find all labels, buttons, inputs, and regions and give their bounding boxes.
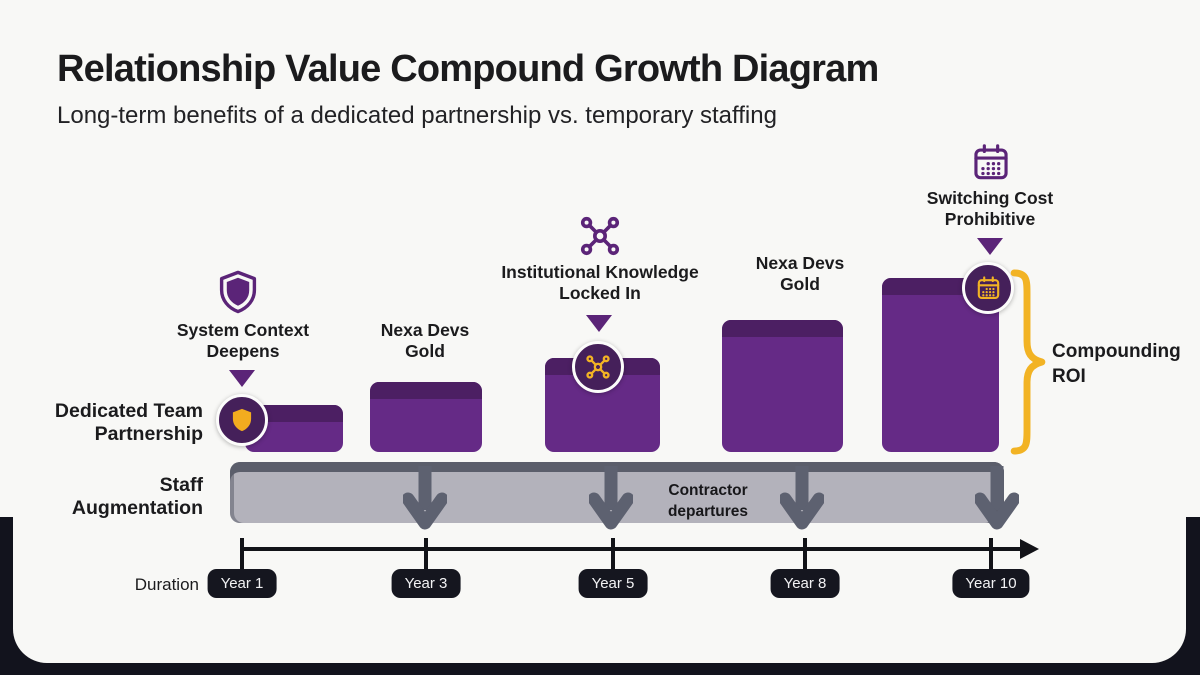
year-pill-5: Year 5 <box>578 569 648 598</box>
badge-calendar <box>962 262 1014 314</box>
departure-arrow-icon <box>589 466 633 530</box>
departure-arrow-icon <box>403 466 447 530</box>
bar-cap <box>245 405 343 422</box>
brace-bracket <box>1010 269 1046 455</box>
badge-network <box>572 341 624 393</box>
year-pill-10: Year 10 <box>952 569 1030 598</box>
pointer-arrow-year5 <box>586 315 612 332</box>
axis-label-duration: Duration <box>134 575 199 594</box>
year-pill-3: Year 3 <box>391 569 461 598</box>
milestone-label-year1: System Context Deepens <box>176 320 310 361</box>
milestone-label-year8: Nexa Devs Gold <box>755 253 845 294</box>
page-subtitle: Long-term benefits of a dedicated partne… <box>57 102 777 129</box>
track-label: Contractor departures <box>667 482 749 520</box>
series-label-partnership: Dedicated Team Partnership <box>54 400 203 445</box>
milestone-label-year10: Switching Cost Prohibitive <box>926 188 1054 229</box>
calendar-icon <box>974 144 1008 180</box>
timeline-axis <box>240 547 1022 551</box>
bar-cap <box>370 382 482 399</box>
bar-year-8 <box>722 320 843 452</box>
shield-icon <box>219 270 257 314</box>
year-pill-8: Year 8 <box>770 569 840 598</box>
network-gold-icon <box>586 355 610 379</box>
year-pill-1: Year 1 <box>207 569 277 598</box>
timeline-tick <box>989 538 993 571</box>
page-title: Relationship Value Compound Growth Diagr… <box>57 48 879 90</box>
departure-arrow-icon <box>780 466 824 530</box>
shield-gold-icon <box>232 408 252 432</box>
timeline-arrowhead-icon <box>1020 539 1039 559</box>
pointer-arrow-year10 <box>977 238 1003 255</box>
network-icon <box>580 216 620 256</box>
timeline-tick <box>240 538 244 571</box>
milestone-label-year3: Nexa Devs Gold <box>380 320 470 361</box>
pointer-arrow-year1 <box>229 370 255 387</box>
bar-year-3 <box>370 382 482 452</box>
timeline-tick <box>424 538 428 571</box>
timeline-tick <box>803 538 807 571</box>
milestone-label-year5: Institutional Knowledge Locked In <box>501 262 699 303</box>
badge-shield <box>216 394 268 446</box>
brace-label: Compounding ROI <box>1052 341 1181 387</box>
bar-cap <box>722 320 843 337</box>
calendar-gold-icon <box>977 275 999 299</box>
series-label-staff-augmentation: Staff Augmentation <box>71 474 203 519</box>
departure-arrow-icon <box>975 466 1019 530</box>
timeline-tick <box>611 538 615 571</box>
